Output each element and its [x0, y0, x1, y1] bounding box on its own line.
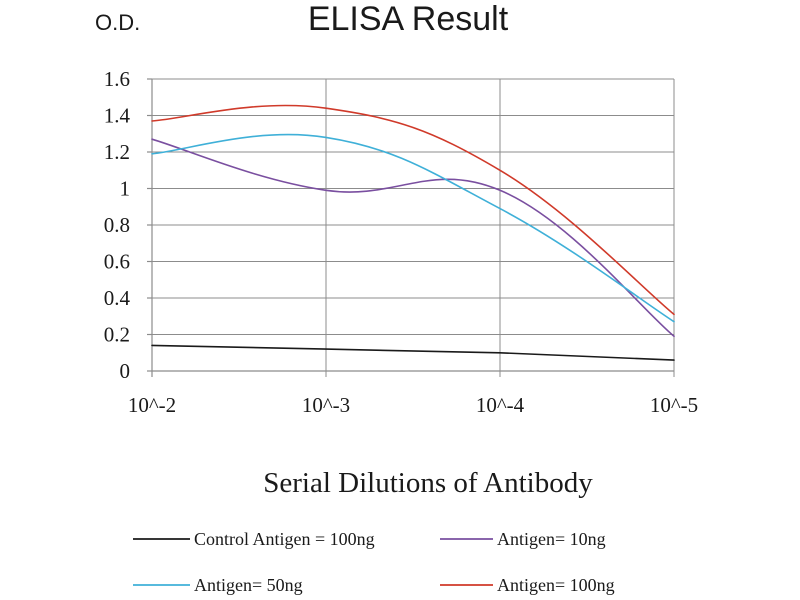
series-lines — [151, 104, 675, 361]
x-tick-label: 10^-4 — [476, 393, 525, 417]
y-tick-label: 0.2 — [104, 323, 130, 347]
legend-entry: Antigen= 50ng — [133, 575, 303, 595]
x-tick-label: 10^-2 — [128, 393, 176, 417]
legend-entry: Antigen= 100ng — [440, 575, 615, 595]
y-tick-label: 0.8 — [104, 213, 130, 237]
x-axis-label: Serial Dilutions of Antibody — [263, 467, 593, 499]
x-tick-label: 10^-3 — [302, 393, 350, 417]
grid-lines — [147, 78, 675, 377]
y-tick-label: 1.4 — [104, 104, 131, 128]
y-tick-label: 1.2 — [104, 140, 130, 164]
y-axis-label: O.D. — [95, 10, 140, 35]
chart-title: ELISA Result — [308, 0, 509, 38]
y-tick-label: 0 — [120, 359, 131, 383]
legend: Control Antigen = 100ng Antigen= 10ng Anti… — [133, 529, 615, 595]
series-line-4 — [151, 104, 675, 316]
x-tick-label: 10^-5 — [650, 393, 698, 417]
legend-label: Antigen= 50ng — [194, 575, 303, 595]
legend-entry: Antigen= 10ng — [440, 529, 606, 549]
legend-label: Antigen= 100ng — [497, 575, 615, 595]
series-line-3 — [151, 133, 675, 323]
y-tick-label: 1.6 — [104, 67, 130, 91]
y-tick-label: 0.4 — [104, 286, 131, 310]
series-line-1 — [151, 344, 675, 361]
legend-label: Control Antigen = 100ng — [194, 529, 375, 549]
legend-label: Antigen= 10ng — [497, 529, 606, 549]
y-tick-label: 0.6 — [104, 250, 130, 274]
tick-labels: 0 0.2 0.4 0.6 0.8 1 1.2 1.4 1.6 10^-2 10^-3 10^-4 10… — [104, 67, 698, 417]
y-tick-label: 1 — [120, 177, 131, 201]
series-line-2 — [151, 138, 675, 338]
legend-entry: Control Antigen = 100ng — [133, 529, 375, 549]
